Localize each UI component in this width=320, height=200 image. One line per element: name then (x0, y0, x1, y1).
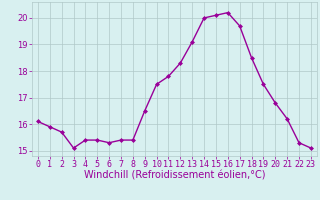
X-axis label: Windchill (Refroidissement éolien,°C): Windchill (Refroidissement éolien,°C) (84, 171, 265, 181)
